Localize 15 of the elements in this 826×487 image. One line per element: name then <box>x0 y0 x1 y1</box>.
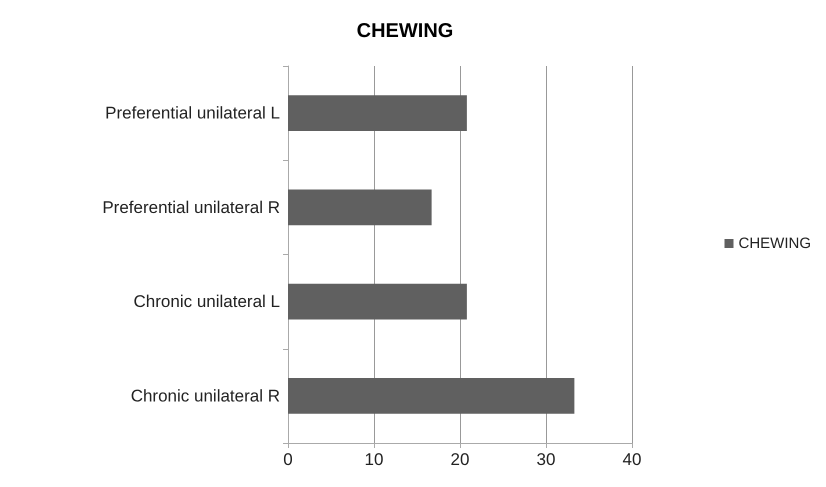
bar <box>288 284 467 320</box>
chart-title: CHEWING <box>356 20 454 42</box>
bar <box>288 189 432 226</box>
bar <box>288 378 574 414</box>
x-tick-label: 40 <box>622 450 642 469</box>
y-tick-label: Preferential unilateral L <box>105 104 280 123</box>
x-tick-label: 0 <box>283 450 293 469</box>
bar <box>288 95 467 132</box>
y-tick-label: Preferential unilateral R <box>102 198 280 217</box>
x-tick-label: 20 <box>450 450 470 469</box>
legend-label: CHEWING <box>738 235 812 252</box>
y-tick-label: Chronic unilateral L <box>134 292 280 312</box>
x-tick-label: 10 <box>364 450 384 469</box>
y-tick-label: Chronic unilateral R <box>130 386 280 406</box>
x-tick-label: 30 <box>536 450 556 469</box>
